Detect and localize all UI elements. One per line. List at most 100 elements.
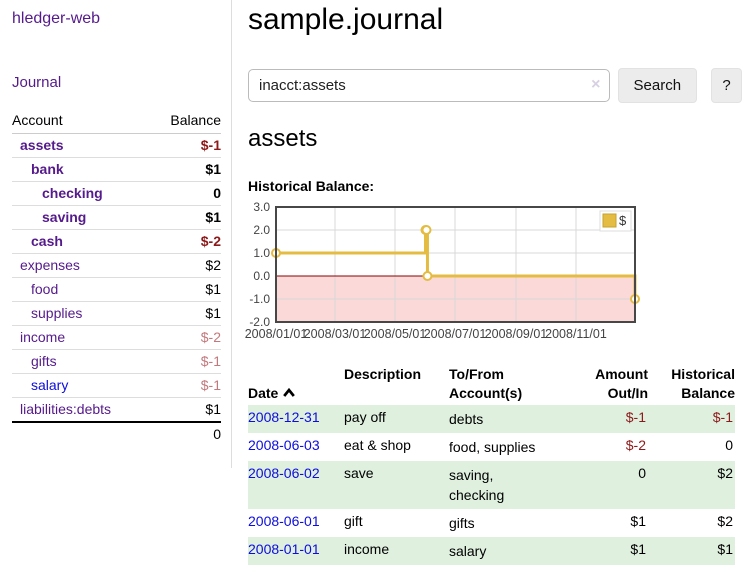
sidebar-account-link[interactable]: supplies <box>31 305 83 321</box>
search-button[interactable]: Search <box>617 68 698 103</box>
date-cell: 2008-06-03 <box>248 433 344 461</box>
transaction-date-link[interactable]: 2008-06-03 <box>248 437 320 453</box>
description-cell: income <box>344 541 390 557</box>
main-content: sample.journal × Search ? assets Histori… <box>232 0 742 585</box>
account-name-cell: cash <box>12 229 151 254</box>
svg-text:2008/09/01: 2008/09/01 <box>485 327 548 341</box>
account-name-cell: salary <box>12 373 151 398</box>
amount-cell: $1 <box>630 541 646 557</box>
accounts-cell: saving, checking <box>449 467 505 503</box>
accounts-cell: food, supplies <box>449 439 536 455</box>
svg-text:2008/01/01: 2008/01/01 <box>245 327 308 341</box>
account-balance: 0 <box>150 181 221 206</box>
svg-text:2008/05/01: 2008/05/01 <box>364 327 427 341</box>
balance-column-header: Balance <box>150 109 221 134</box>
page-title: sample.journal <box>248 3 444 36</box>
account-balance: $-2 <box>150 229 221 254</box>
balance-column-header-register: Historical Balance <box>671 366 735 401</box>
register-row: 2008-01-01 income salary $1 $1 <box>248 537 735 565</box>
account-row: salary $-1 <box>12 373 221 398</box>
account-row: gifts $-1 <box>12 349 221 374</box>
account-name-cell: gifts <box>12 349 151 374</box>
svg-text:2008/11/01: 2008/11/01 <box>545 327 607 341</box>
sidebar-account-link[interactable]: income <box>20 329 66 345</box>
transaction-date-link[interactable]: 2008-01-01 <box>248 541 320 557</box>
accounts-total-row: 0 <box>12 421 221 446</box>
accounts-cell: gifts <box>449 515 475 531</box>
register-header-row: Date Description To/From Account(s) Amou… <box>248 363 735 405</box>
sidebar-account-link[interactable]: checking <box>42 185 103 201</box>
accounts-cell: debts <box>449 411 484 427</box>
account-name-cell: supplies <box>12 301 151 326</box>
clear-search-icon[interactable]: × <box>591 76 601 93</box>
description-cell: gift <box>344 513 363 529</box>
sidebar-account-link[interactable]: food <box>31 281 59 297</box>
date-cell: 2008-01-01 <box>248 537 344 565</box>
account-row: saving $1 <box>12 205 221 230</box>
description-column-header: Description <box>344 366 422 382</box>
nav-journal-link[interactable]: Journal <box>12 74 62 91</box>
sidebar-account-link[interactable]: saving <box>42 209 87 225</box>
register-row: 2008-06-03 eat & shop food, supplies $-2 0 <box>248 433 735 461</box>
amount-cell: 0 <box>638 465 646 481</box>
account-name-cell: food <box>12 277 151 302</box>
sidebar-account-link[interactable]: expenses <box>20 257 80 273</box>
account-balance: $1 <box>150 397 221 423</box>
sidebar-account-link[interactable]: salary <box>31 377 69 393</box>
search-input[interactable] <box>248 69 610 102</box>
transaction-date-link[interactable]: 2008-12-31 <box>248 409 320 425</box>
account-balance: $-1 <box>150 133 221 158</box>
chart-title: Historical Balance: <box>248 178 375 194</box>
amount-cell: $1 <box>630 513 646 529</box>
account-row: assets $-1 <box>12 133 221 158</box>
svg-text:2008/07/01: 2008/07/01 <box>424 327 487 341</box>
date-column-header[interactable]: Date <box>248 363 344 405</box>
transaction-date-link[interactable]: 2008-06-01 <box>248 513 320 529</box>
description-cell: eat & shop <box>344 437 411 453</box>
transaction-date-link[interactable]: 2008-06-02 <box>248 465 320 481</box>
register-row: 2008-06-01 gift gifts $1 $2 <box>248 509 735 537</box>
sort-ascending-icon <box>283 387 296 397</box>
account-name-cell: assets <box>12 133 151 158</box>
account-balance: $1 <box>150 277 221 302</box>
balance-cell: $-1 <box>712 409 733 425</box>
accounts-column-header: To/From Account(s) <box>449 366 523 401</box>
sidebar-account-link[interactable]: cash <box>31 233 63 249</box>
account-balance: $-1 <box>150 373 221 398</box>
account-name-cell: saving <box>12 205 151 230</box>
svg-text:-1.0: -1.0 <box>249 292 270 306</box>
account-name-cell: bank <box>12 157 151 182</box>
accounts-total-value: 0 <box>150 421 221 446</box>
amount-cell: $-1 <box>625 409 646 425</box>
svg-text:0.0: 0.0 <box>253 269 270 283</box>
app-title-link[interactable]: hledger-web <box>12 10 101 27</box>
help-button[interactable]: ? <box>711 68 742 103</box>
account-row: income $-2 <box>12 325 221 350</box>
amount-cell: $-2 <box>625 437 646 453</box>
account-row: checking 0 <box>12 181 221 206</box>
sidebar: hledger-web Journal Account Balance asse… <box>0 0 232 468</box>
svg-text:2.0: 2.0 <box>253 223 270 237</box>
balance-cell: $1 <box>717 541 733 557</box>
svg-text:3.0: 3.0 <box>253 200 270 214</box>
account-name-cell: income <box>12 325 151 350</box>
account-name-cell: expenses <box>12 253 151 278</box>
accounts-table-header-row: Account Balance <box>12 109 221 134</box>
date-column-label: Date <box>248 385 279 401</box>
register-row: 2008-12-31 pay off debts $-1 $-1 <box>248 405 735 433</box>
account-row: liabilities:debts $1 <box>12 397 221 423</box>
sidebar-account-link[interactable]: liabilities:debts <box>20 401 112 417</box>
account-balance: $2 <box>150 253 221 278</box>
historical-balance-chart: $3.0 2.0 1.0 0.0 -1.0 -2.0 2008/01/01 2008/03/0… <box>245 200 742 347</box>
sidebar-account-link[interactable]: bank <box>31 161 64 177</box>
sidebar-account-link[interactable]: gifts <box>31 353 57 369</box>
description-cell: pay off <box>344 409 386 425</box>
sidebar-account-link[interactable]: assets <box>20 137 64 153</box>
account-row: food $1 <box>12 277 221 302</box>
account-balance: $1 <box>150 157 221 182</box>
balance-cell: $2 <box>717 465 733 481</box>
account-row: cash $-2 <box>12 229 221 254</box>
account-heading: assets <box>248 125 318 152</box>
date-cell: 2008-12-31 <box>248 405 344 433</box>
